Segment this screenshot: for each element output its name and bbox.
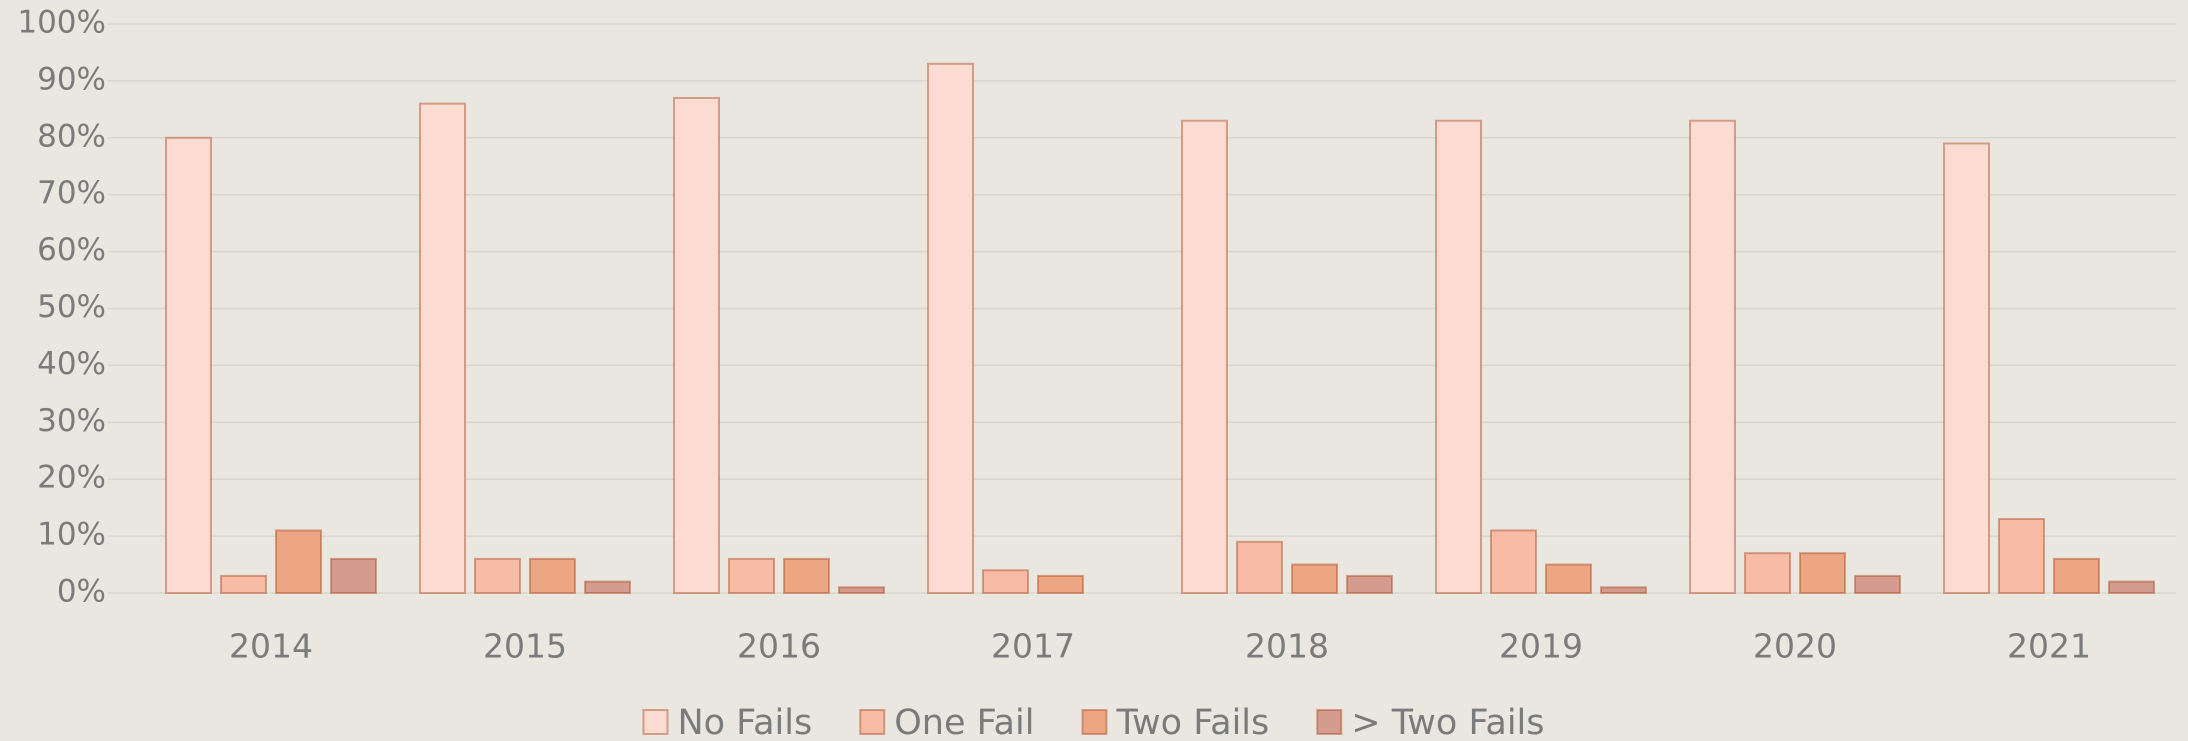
bar (783, 557, 830, 594)
bar (419, 102, 466, 594)
bar (474, 557, 521, 594)
y-tick-label: 50% (37, 289, 106, 325)
bar (1799, 552, 1846, 594)
bar (1181, 119, 1228, 594)
y-tick-label: 60% (37, 232, 106, 268)
bar (1236, 540, 1283, 594)
bar (584, 580, 631, 594)
x-tick-label: 2020 (1753, 627, 1837, 666)
bar (838, 586, 885, 594)
bar (330, 557, 377, 594)
bar (1854, 574, 1901, 594)
bar (220, 574, 267, 594)
bar (2108, 580, 2155, 594)
x-tick-label: 2017 (991, 627, 1075, 666)
y-tick-label: 0% (57, 574, 106, 610)
bar (673, 96, 720, 594)
x-tick-label: 2021 (2007, 627, 2091, 666)
x-tick-label: 2014 (229, 627, 313, 666)
legend-swatch (859, 709, 886, 735)
bar (1545, 563, 1592, 594)
y-tick-label: 10% (37, 517, 106, 553)
y-tick-label: 40% (37, 346, 106, 382)
bar (1998, 518, 2045, 595)
bar (1346, 574, 1393, 594)
y-tick-label: 70% (37, 175, 106, 211)
x-tick-label: 2015 (483, 627, 567, 666)
bar (927, 62, 974, 594)
bar (1600, 586, 1647, 594)
bar (2053, 557, 2100, 594)
legend-label: Two Fails (1115, 703, 1269, 741)
bar (1943, 142, 1990, 595)
bar (529, 557, 576, 594)
y-tick-label: 90% (37, 61, 106, 97)
y-tick-label: 100% (17, 5, 106, 41)
legend-label: > Two Fails (1351, 703, 1544, 741)
bar (1291, 563, 1338, 594)
bar (1435, 119, 1482, 594)
bar (275, 529, 322, 594)
bar (165, 136, 212, 595)
y-tick-label: 80% (37, 118, 106, 154)
legend-label: No Fails (677, 703, 812, 741)
bar (982, 569, 1029, 594)
x-tick-label: 2016 (737, 627, 821, 666)
legend-swatch (1316, 709, 1343, 735)
y-tick-label: 20% (37, 460, 106, 496)
bar (1490, 529, 1537, 594)
bar (728, 557, 775, 594)
legend-swatch (1081, 709, 1108, 735)
y-tick-label: 30% (37, 403, 106, 439)
legend-swatch (642, 709, 669, 735)
x-tick-label: 2019 (1499, 627, 1583, 666)
x-tick-label: 2018 (1245, 627, 1329, 666)
bar (1744, 552, 1791, 594)
legend-label: One Fail (894, 703, 1034, 741)
bar (1689, 119, 1736, 594)
bar (1037, 574, 1084, 594)
